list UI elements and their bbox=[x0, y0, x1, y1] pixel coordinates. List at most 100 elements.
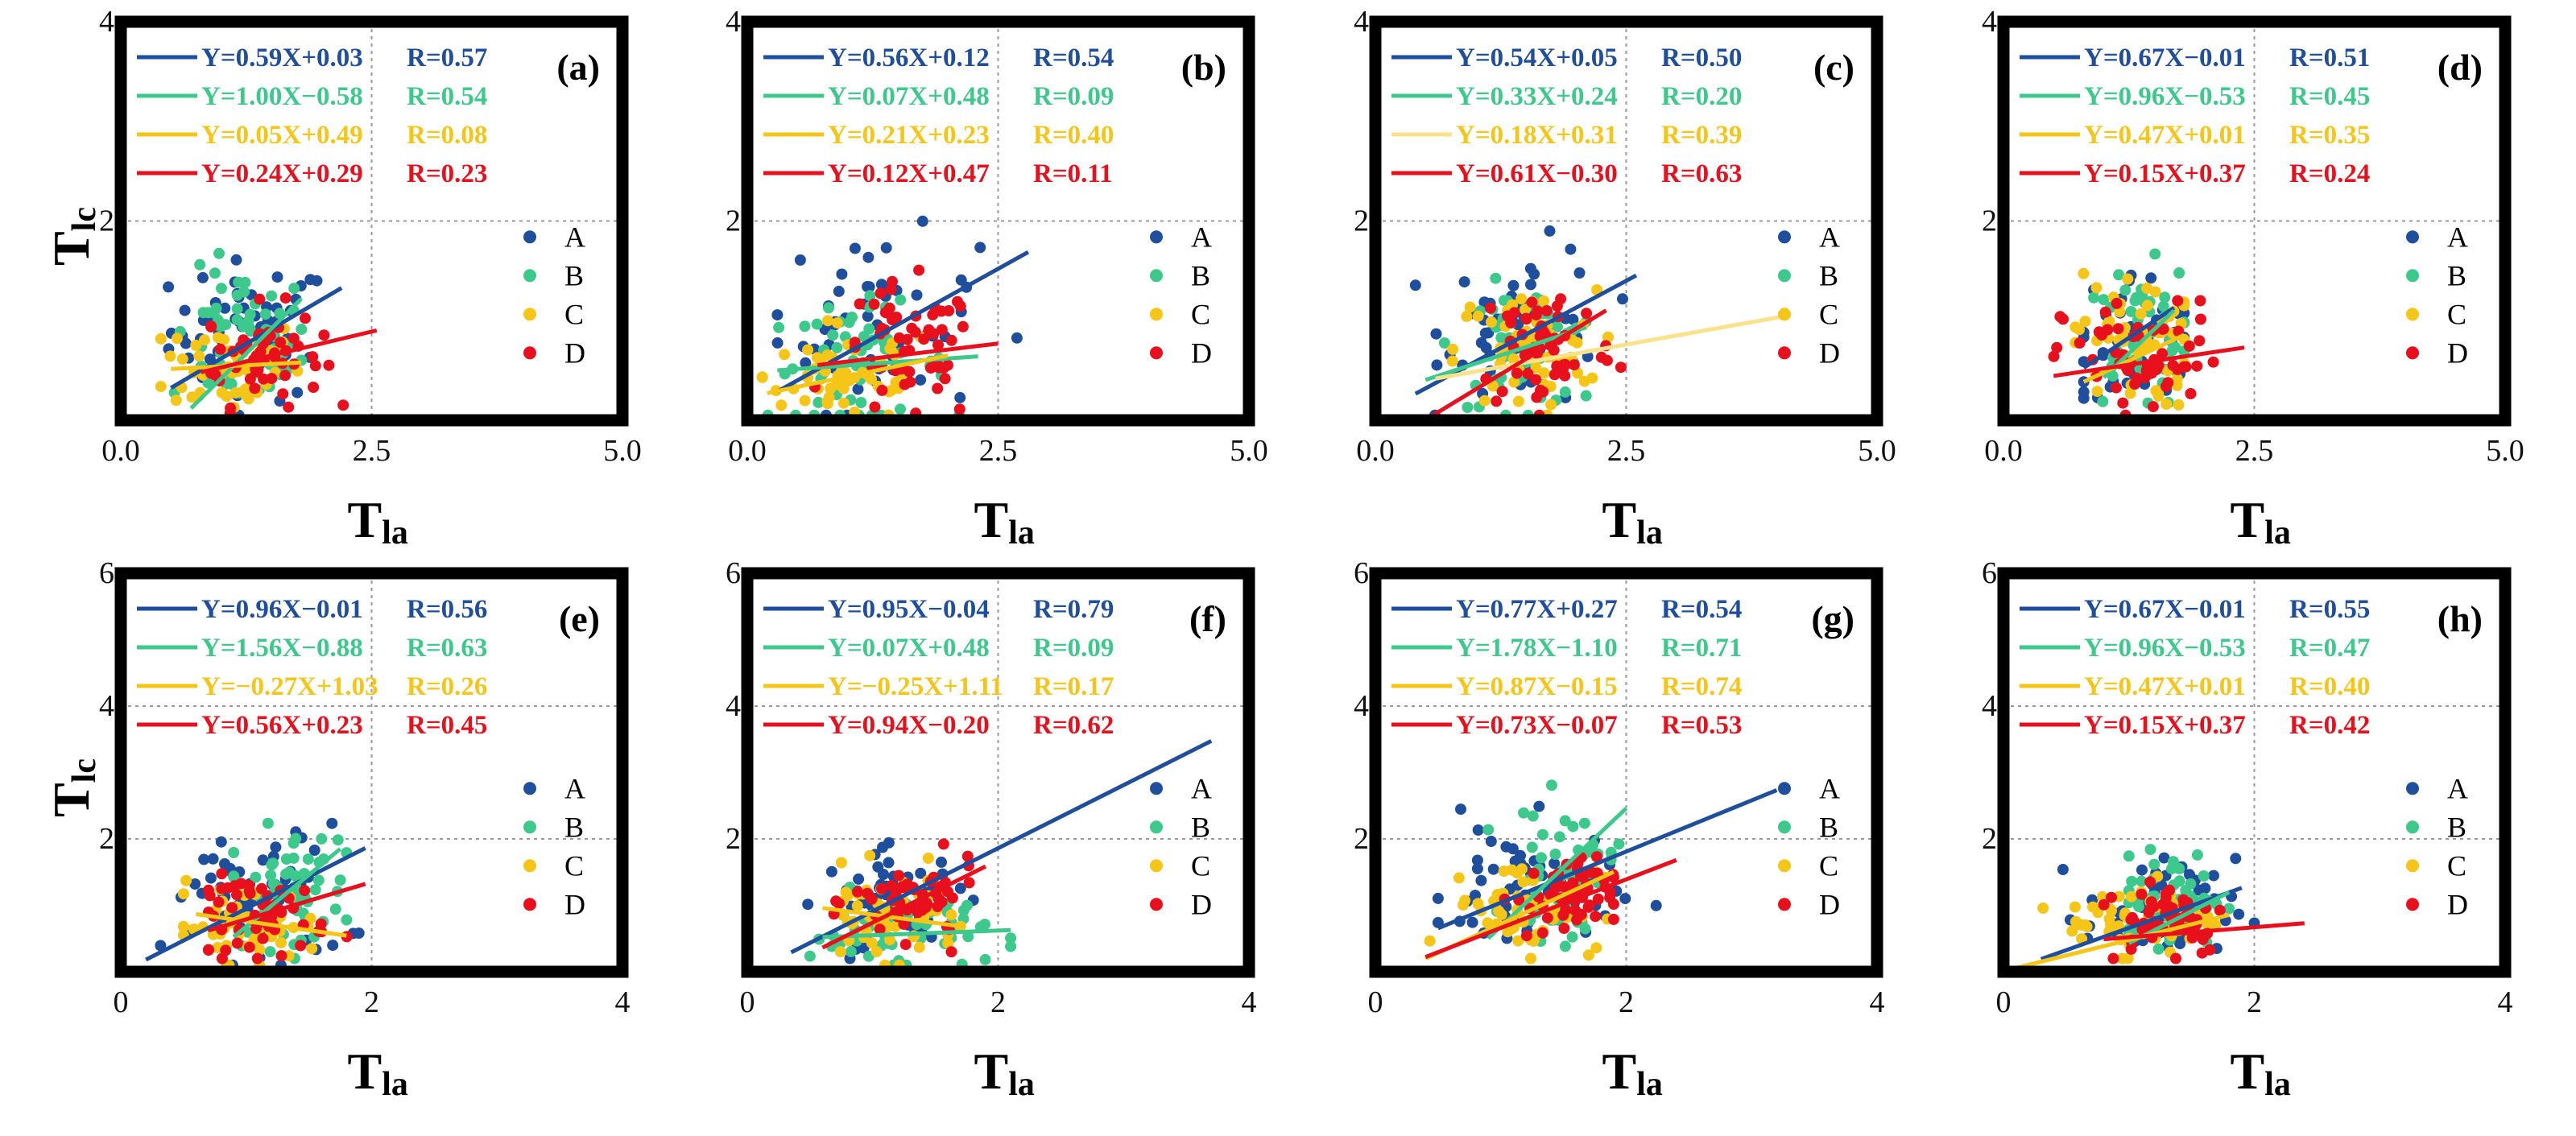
point-A bbox=[179, 304, 191, 316]
correlation-D: R=0.62 bbox=[1033, 711, 1114, 740]
point-A bbox=[1430, 328, 1442, 340]
point-D bbox=[942, 359, 953, 371]
point-D bbox=[318, 329, 330, 341]
point-D bbox=[1526, 296, 1538, 308]
regression-line-D bbox=[2103, 921, 2305, 942]
x-axis-label: Tla bbox=[2231, 491, 2291, 551]
point-C bbox=[177, 920, 189, 932]
point-A bbox=[1573, 267, 1586, 279]
x-tick-label: 0.0 bbox=[1984, 434, 2023, 468]
point-D bbox=[258, 373, 270, 385]
legend-marker-D bbox=[1150, 346, 1163, 360]
legend-marker-A bbox=[2406, 230, 2419, 244]
legend-label-D: D bbox=[1191, 337, 1212, 369]
point-A bbox=[257, 854, 269, 866]
point-B bbox=[1552, 320, 1563, 333]
point-B bbox=[855, 397, 867, 408]
legend-label-B: B bbox=[564, 811, 584, 843]
regression-line-C bbox=[2015, 912, 2230, 970]
point-C bbox=[199, 334, 210, 346]
point-C bbox=[1582, 949, 1594, 961]
x-axis-label-sub: la bbox=[2264, 514, 2291, 551]
point-B bbox=[846, 312, 858, 323]
point-B bbox=[2180, 885, 2192, 896]
point-B bbox=[228, 871, 240, 883]
point-A bbox=[2184, 869, 2195, 881]
point-D bbox=[275, 337, 287, 349]
regression-line-C bbox=[2082, 333, 2185, 384]
point-C bbox=[779, 349, 791, 361]
point-D bbox=[2194, 313, 2206, 325]
point-D bbox=[854, 298, 866, 310]
point-B bbox=[287, 837, 300, 849]
correlation-C: R=0.08 bbox=[407, 121, 487, 150]
axes-frame bbox=[1997, 567, 2512, 978]
axes-frame bbox=[114, 15, 629, 427]
point-D bbox=[1581, 308, 1593, 320]
point-A bbox=[862, 251, 875, 263]
panel-h: Y=0.67X−0.01 R=0.55 Y=0.96X−0.53 R=0.47 Y=0.… bbox=[1982, 556, 2513, 1103]
point-C bbox=[1507, 353, 1520, 365]
equation-D: Y=0.15X+0.37 bbox=[2084, 159, 2246, 188]
point-D bbox=[2147, 401, 2159, 413]
x-axis-label: Tla bbox=[974, 1043, 1035, 1103]
legend-label-B: B bbox=[2447, 259, 2466, 291]
legend-label-A: A bbox=[564, 221, 585, 253]
equation-D: Y=0.73X−0.07 bbox=[1456, 711, 1618, 740]
legend-label-A: A bbox=[1819, 221, 1840, 253]
point-C bbox=[945, 909, 957, 921]
point-C bbox=[913, 941, 925, 953]
point-C bbox=[1516, 863, 1528, 875]
y-tick-label: 4 bbox=[99, 689, 114, 723]
point-A bbox=[1565, 243, 1577, 255]
point-D bbox=[1604, 886, 1616, 898]
point-B bbox=[1559, 386, 1571, 398]
point-D bbox=[1575, 870, 1586, 882]
point-C bbox=[831, 317, 843, 329]
x-axis-label-sub: la bbox=[382, 514, 408, 551]
panel-label: (d) bbox=[2437, 47, 2483, 88]
point-C bbox=[1424, 935, 1436, 947]
point-B bbox=[2149, 248, 2161, 260]
y-tick-label: 6 bbox=[1982, 556, 1997, 590]
legend-label-C: C bbox=[1191, 849, 1210, 882]
point-B bbox=[1567, 820, 1579, 832]
regression-line-A bbox=[790, 739, 1213, 955]
x-tick-label: 4 bbox=[1870, 985, 1885, 1019]
point-C bbox=[229, 386, 242, 399]
point-D bbox=[214, 343, 226, 355]
point-B bbox=[1518, 807, 1530, 819]
point-B bbox=[2133, 901, 2144, 912]
axes-frame bbox=[1369, 15, 1883, 427]
point-D bbox=[1590, 911, 1602, 923]
point-D bbox=[279, 292, 292, 304]
legend-marker-A bbox=[1778, 782, 1791, 795]
y-tick-label: 4 bbox=[726, 5, 741, 39]
point-A bbox=[308, 845, 320, 856]
point-A bbox=[1524, 262, 1536, 275]
point-D bbox=[942, 886, 953, 898]
point-C bbox=[170, 395, 182, 407]
regression-line-A bbox=[170, 286, 343, 390]
legend-label-B: B bbox=[2447, 811, 2466, 843]
point-D bbox=[2144, 876, 2156, 888]
point-B bbox=[2136, 875, 2148, 887]
point-C bbox=[1493, 905, 1505, 917]
point-A bbox=[2199, 882, 2211, 894]
point-D bbox=[945, 946, 957, 958]
correlation-C: R=0.39 bbox=[1661, 121, 1742, 150]
point-B bbox=[804, 950, 816, 962]
point-C bbox=[1520, 304, 1531, 316]
equation-B: Y=0.33X+0.24 bbox=[1456, 82, 1618, 111]
point-C bbox=[866, 374, 877, 386]
x-tick-label: 0.0 bbox=[101, 434, 140, 468]
regression-line-B bbox=[189, 297, 304, 410]
regression-line-D bbox=[201, 328, 378, 374]
y-tick-label: 4 bbox=[1982, 689, 1997, 723]
point-C bbox=[922, 853, 934, 864]
correlation-A: R=0.79 bbox=[1033, 595, 1114, 624]
y-tick-label: 2 bbox=[99, 822, 114, 856]
legend-label-B: B bbox=[1191, 811, 1210, 843]
point-A bbox=[1432, 892, 1444, 904]
panel-e: Y=0.96X−0.01 R=0.56 Y=1.56X−0.88 R=0.63 Y=−0… bbox=[99, 556, 631, 1103]
